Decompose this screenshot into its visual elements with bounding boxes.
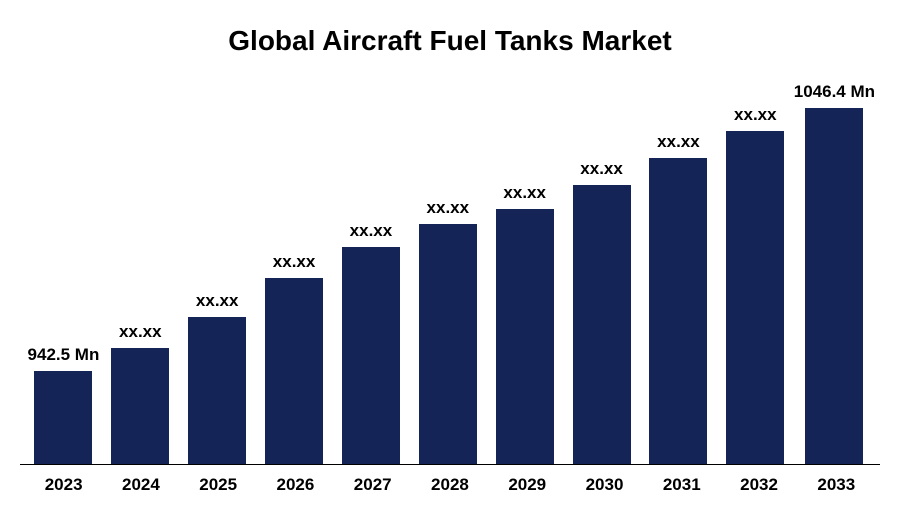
bar-value-label: xx.xx — [273, 252, 316, 272]
x-axis-label: 2033 — [798, 475, 875, 495]
bar-group: xx.xx — [333, 77, 410, 464]
bar — [496, 209, 554, 464]
bar — [342, 247, 400, 464]
x-axis-label: 2032 — [720, 475, 797, 495]
chart-container: Global Aircraft Fuel Tanks Market 942.5 … — [0, 0, 900, 525]
x-axis-label: 2030 — [566, 475, 643, 495]
x-axis: 2023 2024 2025 2026 2027 2028 2029 2030 … — [20, 465, 880, 495]
bar-group: 942.5 Mn — [25, 77, 102, 464]
bar-group: xx.xx — [102, 77, 179, 464]
bar — [649, 158, 707, 464]
chart-title: Global Aircraft Fuel Tanks Market — [20, 25, 880, 57]
bar — [726, 131, 784, 464]
bar-value-label: xx.xx — [734, 105, 777, 125]
bar-group: xx.xx — [486, 77, 563, 464]
bar-group: xx.xx — [256, 77, 333, 464]
x-axis-label: 2027 — [334, 475, 411, 495]
chart-plot-area: 942.5 Mn xx.xx xx.xx xx.xx xx.xx xx.xx x… — [20, 77, 880, 465]
bar — [419, 224, 477, 464]
bar — [805, 108, 863, 464]
x-axis-label: 2023 — [25, 475, 102, 495]
x-axis-label: 2028 — [411, 475, 488, 495]
bar — [111, 348, 169, 464]
bar-group: xx.xx — [409, 77, 486, 464]
x-axis-label: 2024 — [102, 475, 179, 495]
x-axis-label: 2025 — [180, 475, 257, 495]
x-axis-label: 2026 — [257, 475, 334, 495]
bar-value-label: xx.xx — [119, 322, 162, 342]
bar-group: xx.xx — [717, 77, 794, 464]
bar-value-label: xx.xx — [580, 159, 623, 179]
bar-value-label: xx.xx — [196, 291, 239, 311]
bar-group: xx.xx — [563, 77, 640, 464]
bar-value-label: xx.xx — [503, 183, 546, 203]
bar-value-label: xx.xx — [350, 221, 393, 241]
bar-group: xx.xx — [179, 77, 256, 464]
bar — [34, 371, 92, 464]
bar — [265, 278, 323, 464]
bar-value-label: xx.xx — [657, 132, 700, 152]
bar-group: 1046.4 Mn — [794, 77, 875, 464]
x-axis-label: 2031 — [643, 475, 720, 495]
bar — [573, 185, 631, 464]
bar-value-label: xx.xx — [427, 198, 470, 218]
x-axis-label: 2029 — [489, 475, 566, 495]
bar — [188, 317, 246, 464]
bar-value-label: 1046.4 Mn — [794, 82, 875, 102]
bar-group: xx.xx — [640, 77, 717, 464]
bar-value-label: 942.5 Mn — [28, 345, 100, 365]
